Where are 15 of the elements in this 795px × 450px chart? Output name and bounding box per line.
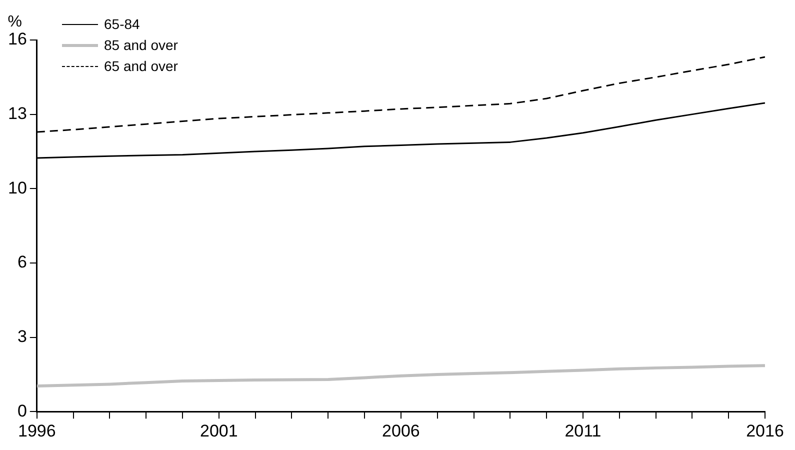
y-tick-label: 6	[17, 252, 27, 272]
x-tick-label: 1996	[18, 421, 56, 440]
legend-label: 65 and over	[104, 57, 178, 76]
y-tick-label: 16	[8, 30, 27, 49]
legend-label: 65-84	[104, 15, 140, 34]
y-tick-label: 13	[8, 104, 27, 124]
y-tick-label: 3	[17, 326, 27, 346]
y-tick-label: 10	[8, 178, 27, 198]
legend-label: 85 and over	[104, 36, 178, 55]
x-tick-label: 2011	[564, 421, 602, 440]
x-tick-label: 2016	[746, 421, 784, 440]
y-tick-label: 0	[17, 401, 27, 420]
y-axis-title: %	[8, 13, 22, 30]
x-tick-label: 2006	[382, 421, 420, 440]
x-tick-label: 2001	[200, 421, 238, 440]
